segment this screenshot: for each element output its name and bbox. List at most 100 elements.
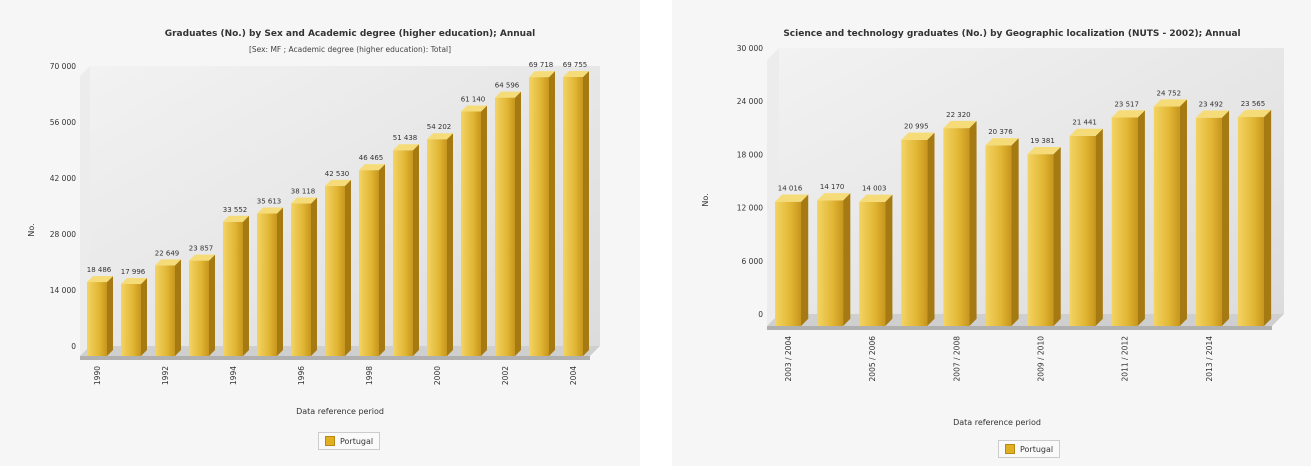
bar-top [495, 91, 521, 98]
data-label: 20 995 [904, 123, 929, 131]
bar-side [481, 105, 487, 356]
bar [1069, 128, 1103, 326]
bar-top [359, 164, 385, 171]
bar-side [583, 70, 589, 356]
bar [563, 70, 589, 356]
bar [291, 197, 317, 356]
y-tick-label: 70 000 [50, 62, 76, 71]
bar-side [141, 278, 147, 356]
bar-top [529, 71, 555, 78]
bar-top [121, 278, 147, 285]
legend: Portugal [998, 440, 1061, 458]
bar-side [969, 120, 977, 327]
bar-side [277, 207, 283, 356]
x-tick-label: 2002 [501, 366, 510, 385]
bar-side [379, 164, 385, 356]
bar [495, 91, 521, 356]
plot-area: 0 14 000 28 000 42 000 56 000 70 000 18 486 199… [50, 61, 600, 385]
bar-top [189, 254, 215, 261]
chart-title: Graduates (No.) by Sex and Academic degr… [165, 29, 536, 39]
bar-top [393, 144, 419, 151]
bar-top [563, 70, 589, 77]
bar [189, 254, 215, 356]
chart-panel-science-graduates: Science and technology graduates (No.) b… [672, 0, 1311, 466]
data-label: 23 517 [1114, 100, 1139, 108]
data-label: 61 140 [461, 95, 486, 103]
chart-subtitle: [Sex: MF ; Academic degree (higher educa… [249, 45, 451, 54]
y-tick-label: 42 000 [50, 174, 76, 183]
bar-side [1137, 110, 1145, 327]
bar-side [549, 71, 555, 357]
bar-front [775, 201, 802, 326]
legend: Portugal [318, 432, 381, 450]
bar-front [223, 221, 243, 356]
graduates-chart: Graduates (No.) by Sex and Academic degr… [27, 29, 600, 416]
bar-top [775, 194, 809, 202]
x-tick-label: 1998 [365, 366, 374, 385]
science-graduates-chart: Science and technology graduates (No.) b… [701, 29, 1284, 427]
y-tick-label: 14 000 [50, 286, 76, 295]
bar-side [413, 144, 419, 356]
bar-front [1237, 117, 1264, 326]
y-tick-label: 24 000 [737, 97, 763, 106]
x-tick-label: 2013 / 2014 [1205, 336, 1214, 382]
bar [1111, 110, 1145, 327]
bar-side [175, 259, 181, 356]
bar [257, 207, 283, 356]
bar-top [427, 133, 453, 140]
bar [943, 120, 977, 327]
bar-top [1237, 109, 1272, 118]
bar-side [1179, 99, 1187, 326]
plot-floor-edge [80, 356, 590, 360]
bar-front [359, 170, 379, 356]
y-tick-label: 28 000 [50, 230, 76, 239]
legend-swatch [1005, 444, 1015, 454]
bar-side [311, 197, 317, 356]
y-tick-label: 6 000 [742, 257, 764, 266]
y-axis-label: No. [701, 193, 710, 206]
x-tick-label: 2003 / 2004 [784, 336, 793, 382]
data-label: 23 857 [189, 245, 214, 253]
x-tick-label: 2000 [433, 366, 442, 385]
bar-front [1111, 117, 1138, 326]
bar [1237, 109, 1272, 327]
bar-top [901, 132, 935, 140]
data-label: 21 441 [1072, 119, 1097, 127]
bar-side [209, 254, 215, 356]
bar [359, 164, 385, 356]
data-label: 18 486 [87, 266, 112, 274]
bar-front [427, 139, 447, 356]
bar-front [1195, 117, 1222, 326]
bar-side [515, 91, 521, 356]
bar [529, 71, 555, 357]
plot-floor-edge [767, 326, 1272, 330]
legend-swatch [325, 436, 335, 446]
bar-top [325, 179, 351, 186]
bar-side [843, 193, 851, 326]
bar-side [1095, 128, 1103, 326]
data-label: 33 552 [223, 206, 248, 214]
x-tick-label: 2004 [569, 366, 578, 385]
bar-front [495, 97, 515, 356]
bar [775, 194, 809, 326]
bar-top [817, 193, 851, 201]
bar-front [1027, 154, 1054, 326]
bar-top [1111, 110, 1145, 118]
data-label: 14 003 [862, 185, 887, 193]
bar [325, 179, 351, 356]
data-label: 64 596 [495, 82, 520, 90]
x-tick-label: 1992 [161, 366, 170, 385]
bar [223, 215, 249, 356]
y-tick-label: 0 [71, 342, 76, 351]
x-axis-label: Data reference period [296, 407, 384, 416]
y-tick-label: 30 000 [737, 44, 763, 53]
data-label: 14 016 [778, 185, 803, 193]
x-tick-label: 2009 / 2010 [1037, 336, 1046, 382]
bar-front [529, 77, 549, 357]
bar-front [563, 76, 583, 356]
bar-top [155, 259, 181, 266]
data-label: 22 320 [946, 111, 971, 119]
bar-top [859, 194, 893, 202]
bar-side [107, 276, 113, 356]
y-tick-label: 56 000 [50, 118, 76, 127]
